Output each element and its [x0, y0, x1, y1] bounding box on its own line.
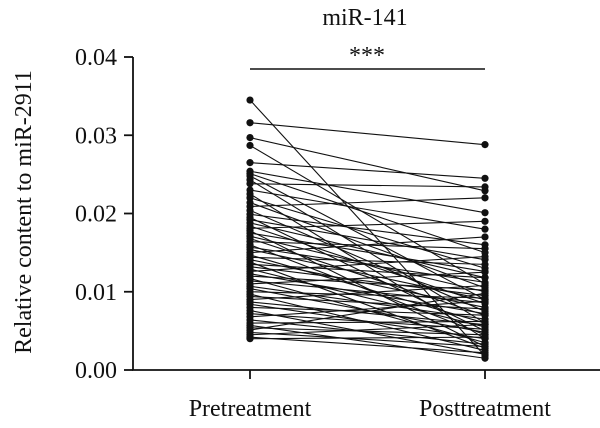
pair-line: [249, 246, 486, 283]
x-tick-label: Posttreatment: [419, 396, 551, 422]
posttreatment-point: [481, 297, 489, 305]
posttreatment-point: [481, 194, 489, 202]
y-tick-label: 0.03: [75, 123, 117, 149]
x-tick-label: Pretreatment: [189, 396, 312, 422]
posttreatment-point: [481, 354, 489, 362]
posttreatment-point: [481, 233, 489, 241]
pair-line: [249, 288, 486, 333]
pair-line: [249, 232, 486, 272]
posttreatment-point: [481, 141, 489, 149]
pair-line: [249, 324, 486, 336]
pair-line: [249, 219, 486, 261]
pair-line: [249, 256, 486, 265]
pretreatment-point: [246, 133, 254, 142]
posttreatment-point: [481, 174, 489, 182]
pair-line: [249, 292, 486, 331]
pair-line: [249, 324, 486, 359]
pair-line: [249, 295, 486, 310]
significance-label: ***: [349, 43, 385, 69]
posttreatment-point: [481, 183, 489, 191]
posttreatment-point: [481, 274, 489, 282]
pair-line: [249, 197, 486, 208]
pair-line: [249, 331, 486, 348]
pair-line: [249, 144, 486, 285]
pair-line: [249, 336, 486, 340]
pair-line: [249, 170, 486, 214]
posttreatment-point: [481, 349, 489, 357]
pair-line: [249, 319, 486, 345]
pretreatment-point: [246, 335, 254, 343]
pair-line: [249, 320, 486, 324]
posttreatment-point: [481, 245, 489, 253]
y-tick-label: 0.01: [75, 280, 117, 306]
pair-line: [249, 266, 486, 297]
pretreatment-point: [246, 159, 254, 167]
pair-line: [249, 236, 486, 254]
pair-line: [249, 222, 486, 279]
posttreatment-point: [481, 252, 489, 261]
chart-title: miR-141: [322, 5, 407, 31]
pretreatment-point: [246, 180, 254, 188]
paired-points: [246, 96, 489, 362]
pair-line: [249, 301, 486, 326]
pair-line: [249, 291, 486, 299]
pair-line: [249, 189, 486, 230]
paired-lines: [249, 99, 486, 359]
pair-line: [249, 193, 486, 340]
posttreatment-point: [481, 305, 489, 313]
pair-line: [249, 244, 486, 336]
pair-line: [249, 220, 486, 229]
pair-line: [249, 255, 486, 272]
pair-line: [249, 179, 486, 324]
posttreatment-point: [481, 342, 489, 351]
posttreatment-point: [481, 281, 489, 290]
pair-line: [249, 327, 486, 336]
x-axis-ticks: Pretreatment Posttreatment: [189, 370, 551, 422]
pair-line: [249, 271, 486, 285]
pair-line: [249, 162, 486, 179]
pair-line: [249, 122, 486, 146]
pair-line: [249, 183, 486, 188]
pair-line: [249, 284, 486, 301]
pair-line: [249, 197, 486, 269]
posttreatment-point: [481, 268, 489, 276]
posttreatment-point: [481, 289, 489, 297]
posttreatment-point: [481, 333, 489, 341]
y-tick-label: 0.02: [75, 202, 117, 228]
y-tick-label: 0.00: [75, 358, 117, 384]
pretreatment-point: [246, 141, 254, 150]
pair-line: [249, 273, 486, 315]
pair-line: [249, 300, 486, 318]
y-axis-label: Relative content to miR-2911: [11, 70, 37, 354]
pair-line: [249, 238, 486, 316]
pretreatment-point: [246, 119, 254, 127]
y-tick-label: 0.04: [75, 45, 117, 71]
pair-line: [249, 137, 486, 192]
posttreatment-point: [481, 311, 489, 319]
posttreatment-point: [481, 225, 489, 233]
posttreatment-point: [481, 217, 489, 225]
pretreatment-point: [246, 96, 254, 104]
posttreatment-point: [481, 260, 489, 268]
posttreatment-point: [481, 209, 489, 217]
posttreatment-point: [481, 321, 489, 329]
pair-line: [249, 263, 486, 279]
y-axis-ticks: 0.00 0.01 0.02 0.03 0.04: [75, 45, 133, 384]
pair-line: [249, 336, 486, 354]
